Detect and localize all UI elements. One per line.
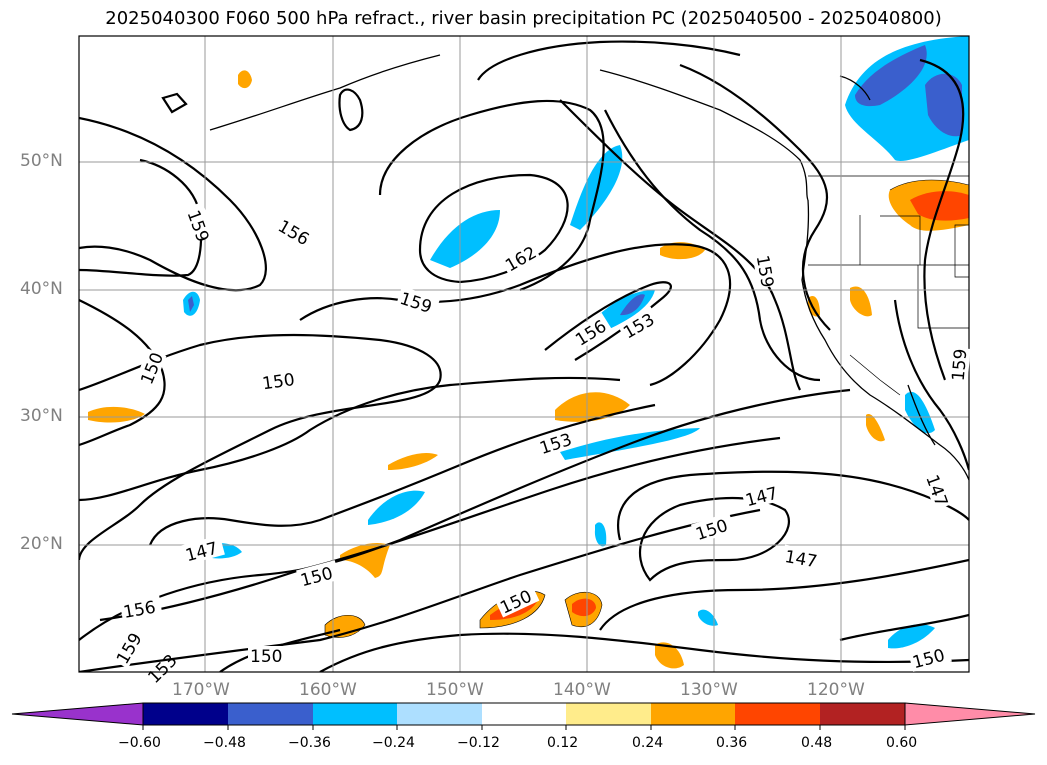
colorbar-tick-label: −0.24 xyxy=(372,735,415,751)
colorbar-tick-label: −0.48 xyxy=(203,735,246,751)
contour-label: 159 xyxy=(949,348,972,382)
colorbar-tick-label: −0.36 xyxy=(288,735,331,751)
colorbar-tick-label: −0.60 xyxy=(118,735,161,751)
colorbar-tick-label: −0.12 xyxy=(457,735,500,751)
lat-label: 40°N xyxy=(20,279,63,299)
colorbar-tick-label: 0.36 xyxy=(716,735,748,751)
lon-label: 140°W xyxy=(553,680,611,700)
contour-label: 150 xyxy=(250,647,282,667)
colorbar-tick-label: 0.60 xyxy=(886,735,918,751)
lat-label: 30°N xyxy=(20,406,63,426)
lat-label: 20°N xyxy=(20,534,63,554)
lon-label: 150°W xyxy=(426,680,484,700)
colorbar xyxy=(11,702,1036,730)
height-contours xyxy=(79,40,969,672)
lon-label: 170°W xyxy=(172,680,230,700)
map-title: 2025040300 F060 500 hPa refract., river … xyxy=(105,8,942,29)
contour-label: 150 xyxy=(261,370,296,394)
colorbar-tick-label: 0.24 xyxy=(632,735,664,751)
colorbar-tick-label: 0.48 xyxy=(801,735,833,751)
lon-label: 130°W xyxy=(680,680,738,700)
borders xyxy=(808,175,969,396)
lon-label: 120°W xyxy=(807,680,865,700)
lon-label: 160°W xyxy=(299,680,357,700)
colorbar-tick-label: 0.12 xyxy=(547,735,579,751)
graticule xyxy=(79,36,969,672)
lat-label: 50°N xyxy=(20,151,63,171)
